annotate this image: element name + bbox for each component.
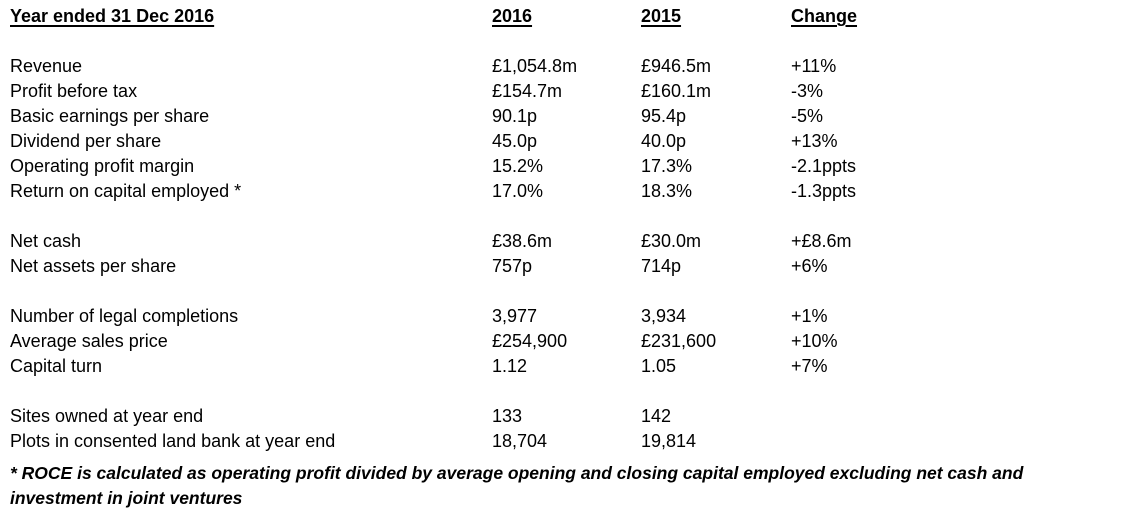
header-col-2015: 2015	[641, 6, 682, 26]
row-label: Net cash	[10, 231, 82, 251]
cell-2016: £254,900	[492, 331, 568, 351]
cell-2016: 45.0p	[492, 131, 538, 151]
table-row: Return on capital employed * 17.0% 18.3% -1…	[10, 179, 1112, 204]
cell-2015: 3,934	[641, 306, 687, 326]
row-label: Profit before tax	[10, 81, 138, 101]
row-label: Revenue	[10, 56, 83, 76]
group-spacer	[10, 279, 1112, 304]
table-row: Dividend per share 45.0p 40.0p +13%	[10, 129, 1112, 154]
row-label: Operating profit margin	[10, 156, 195, 176]
cell-2015: 1.05	[641, 356, 677, 376]
row-label: Capital turn	[10, 356, 103, 376]
table-row: Sites owned at year end 133 142	[10, 404, 1112, 429]
group-spacer	[10, 204, 1112, 229]
cell-2015: 714p	[641, 256, 682, 276]
table-row: Number of legal completions 3,977 3,934 +1%	[10, 304, 1112, 329]
cell-2015: £160.1m	[641, 81, 712, 101]
row-label: Net assets per share	[10, 256, 177, 276]
header-col-2016: 2016	[492, 6, 533, 26]
cell-2016: 1.12	[492, 356, 528, 376]
cell-change: +13%	[791, 131, 838, 151]
cell-2016: 757p	[492, 256, 533, 276]
table-row: Basic earnings per share 90.1p 95.4p -5%	[10, 104, 1112, 129]
cell-2016: £1,054.8m	[492, 56, 578, 76]
cell-change: -5%	[791, 106, 824, 126]
row-label: Plots in consented land bank at year end	[10, 431, 336, 451]
cell-2015: 95.4p	[641, 106, 687, 126]
table-row: Profit before tax £154.7m £160.1m -3%	[10, 79, 1112, 104]
header-col-change: Change	[791, 6, 858, 26]
table-row: Plots in consented land bank at year end…	[10, 429, 1112, 454]
cell-2016: 3,977	[492, 306, 538, 326]
cell-change: -1.3ppts	[791, 181, 857, 201]
cell-change: +11%	[791, 56, 837, 76]
roce-footnote: * ROCE is calculated as operating profit…	[10, 463, 1024, 508]
table-row: Net cash £38.6m £30.0m +£8.6m	[10, 229, 1112, 254]
group-spacer	[10, 379, 1112, 404]
table-row: Revenue £1,054.8m £946.5m +11%	[10, 54, 1112, 79]
cell-2015: £231,600	[641, 331, 717, 351]
table-row: Operating profit margin 15.2% 17.3% -2.1ppt…	[10, 154, 1112, 179]
row-label: Dividend per share	[10, 131, 162, 151]
cell-change: +1%	[791, 306, 828, 326]
table-row: Net assets per share 757p 714p +6%	[10, 254, 1112, 279]
cell-2016: 15.2%	[492, 156, 544, 176]
row-label: Return on capital employed *	[10, 181, 242, 201]
group-spacer	[10, 29, 1112, 54]
cell-2016: 90.1p	[492, 106, 538, 126]
cell-change: +10%	[791, 331, 838, 351]
cell-2015: £946.5m	[641, 56, 712, 76]
cell-2015: £30.0m	[641, 231, 702, 251]
cell-2016: £38.6m	[492, 231, 553, 251]
row-label: Average sales price	[10, 331, 168, 351]
row-label: Sites owned at year end	[10, 406, 204, 426]
cell-change: +6%	[791, 256, 828, 276]
cell-2016: £154.7m	[492, 81, 563, 101]
table-body: Revenue £1,054.8m £946.5m +11% Profit before…	[10, 29, 1112, 454]
cell-2015: 40.0p	[641, 131, 687, 151]
cell-change: +7%	[791, 356, 828, 376]
cell-2016: 18,704	[492, 431, 548, 451]
row-label: Number of legal completions	[10, 306, 239, 326]
header-year-ended: Year ended 31 Dec 2016	[10, 6, 215, 26]
table-header-row: Year ended 31 Dec 2016 2016 2015 Change	[10, 4, 1112, 29]
cell-2016: 133	[492, 406, 523, 426]
cell-2015: 19,814	[641, 431, 697, 451]
cell-change	[791, 404, 1112, 429]
cell-2015: 18.3%	[641, 181, 693, 201]
cell-2016: 17.0%	[492, 181, 544, 201]
cell-change	[791, 429, 1112, 454]
cell-2015: 142	[641, 406, 672, 426]
cell-change: -3%	[791, 81, 824, 101]
cell-change: +£8.6m	[791, 231, 852, 251]
table-row: Average sales price £254,900 £231,600 +10%	[10, 329, 1112, 354]
table-row: Capital turn 1.12 1.05 +7%	[10, 354, 1112, 379]
cell-2015: 17.3%	[641, 156, 693, 176]
row-label: Basic earnings per share	[10, 106, 210, 126]
cell-change: -2.1ppts	[791, 156, 857, 176]
